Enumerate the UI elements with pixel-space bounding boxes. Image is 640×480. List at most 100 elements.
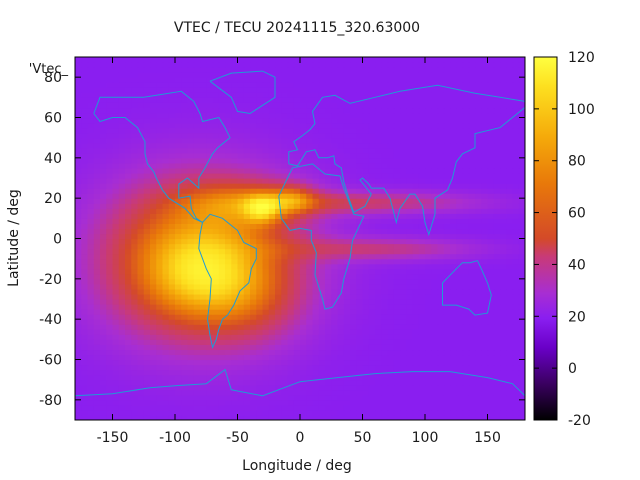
heatmap-cell: [212, 223, 220, 230]
heatmap-cell: [318, 339, 326, 345]
heatmap-cell: [212, 329, 220, 335]
heatmap-cell: [268, 329, 276, 335]
heatmap-cell: [325, 278, 332, 285]
heatmap-cell: [256, 162, 264, 169]
heatmap-cell: [168, 404, 176, 411]
heatmap-cell: [200, 334, 207, 340]
heatmap-cell: [393, 92, 401, 98]
heatmap-cell: [506, 157, 514, 164]
heatmap-cell: [287, 394, 295, 401]
heatmap-cell: [312, 243, 320, 250]
heatmap-cell: [225, 319, 232, 325]
heatmap-cell: [375, 309, 382, 315]
heatmap-cell: [168, 107, 176, 114]
heatmap-cell: [418, 178, 426, 184]
heatmap-cell: [362, 404, 370, 411]
heatmap-cell: [168, 77, 176, 83]
heatmap-cell: [268, 364, 276, 371]
heatmap-cell: [493, 198, 501, 204]
heatmap-cell: [343, 283, 351, 290]
heatmap-cell: [500, 349, 507, 356]
heatmap-cell: [412, 117, 420, 124]
heatmap-cell: [443, 122, 451, 129]
heatmap-cell: [500, 309, 507, 315]
heatmap-cell: [281, 324, 289, 330]
heatmap-cell: [268, 349, 276, 356]
heatmap-cell: [175, 369, 182, 376]
heatmap-cell: [400, 394, 407, 401]
heatmap-cell: [312, 218, 320, 224]
heatmap-cell: [218, 77, 226, 83]
heatmap-cell: [381, 127, 389, 134]
heatmap-cell: [481, 324, 489, 330]
heatmap-cell: [118, 97, 126, 103]
heatmap-cell: [318, 354, 326, 361]
heatmap-cell: [118, 324, 126, 330]
heatmap-cell: [337, 389, 345, 396]
heatmap-cell: [406, 334, 414, 340]
heatmap-cell: [150, 102, 157, 109]
heatmap-cell: [243, 394, 251, 401]
heatmap-cell: [512, 213, 520, 219]
heatmap-cell: [512, 324, 520, 330]
heatmap-cell: [362, 117, 370, 124]
heatmap-cell: [156, 304, 164, 310]
heatmap-cell: [293, 77, 301, 83]
heatmap-cell: [168, 288, 176, 295]
heatmap-cell: [475, 329, 482, 335]
heatmap-cell: [350, 132, 357, 139]
heatmap-cell: [456, 349, 464, 356]
heatmap-cell: [362, 147, 370, 154]
heatmap-cell: [325, 339, 332, 345]
heatmap-cell: [193, 167, 201, 174]
heatmap-cell: [237, 248, 245, 255]
heatmap-cell: [387, 188, 395, 194]
heatmap-cell: [237, 253, 245, 260]
heatmap-cell: [281, 309, 289, 315]
heatmap-cell: [500, 389, 507, 396]
heatmap-cell: [506, 253, 514, 260]
heatmap-cell: [356, 243, 364, 250]
heatmap-cell: [512, 309, 520, 315]
heatmap-cell: [493, 334, 501, 340]
heatmap-cell: [256, 319, 264, 325]
heatmap-cell: [212, 283, 220, 290]
heatmap-cell: [100, 354, 107, 361]
heatmap-cell: [500, 183, 507, 189]
heatmap-cell: [162, 374, 170, 381]
heatmap-cell: [431, 137, 439, 144]
heatmap-cell: [381, 278, 389, 285]
heatmap-cell: [487, 147, 495, 154]
heatmap-cell: [87, 147, 95, 154]
heatmap-cell: [156, 379, 164, 386]
heatmap-cell: [337, 132, 345, 139]
heatmap-cell: [206, 354, 214, 361]
heatmap-cell: [187, 364, 195, 371]
heatmap-cell: [375, 374, 382, 381]
heatmap-cell: [500, 167, 507, 174]
heatmap-cell: [250, 304, 257, 310]
heatmap-cell: [500, 147, 507, 154]
heatmap-cell: [356, 329, 364, 335]
heatmap-cell: [412, 122, 420, 129]
heatmap-cell: [193, 92, 201, 98]
heatmap-cell: [162, 299, 170, 305]
heatmap-cell: [125, 167, 132, 174]
heatmap-cell: [175, 127, 182, 134]
heatmap-cell: [187, 218, 195, 224]
heatmap-cell: [225, 223, 232, 230]
heatmap-cell: [362, 157, 370, 164]
heatmap-cell: [287, 389, 295, 396]
heatmap-cell: [437, 248, 445, 255]
heatmap-cell: [512, 243, 520, 250]
heatmap-cell: [381, 384, 389, 391]
heatmap-cell: [487, 152, 495, 159]
heatmap-cell: [75, 122, 82, 129]
heatmap-cell: [387, 77, 395, 83]
heatmap-cell: [393, 253, 401, 260]
heatmap-cell: [256, 137, 264, 144]
heatmap-cell: [250, 67, 257, 73]
heatmap-cell: [487, 162, 495, 169]
heatmap-cell: [393, 127, 401, 134]
heatmap-cell: [137, 359, 145, 366]
